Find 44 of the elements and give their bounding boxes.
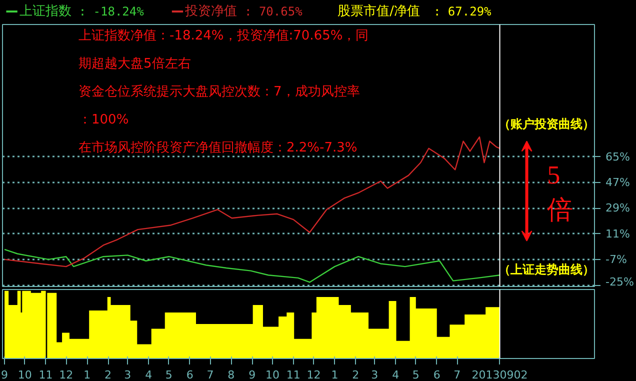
x-tick-label: 7 xyxy=(206,368,214,381)
x-tick-label: 4 xyxy=(145,368,152,381)
legend-label: 上证指数 xyxy=(19,4,72,19)
x-tick-label: 5 xyxy=(412,368,420,381)
x-tick-label: 11 xyxy=(38,368,53,381)
x-tick-label: 9 xyxy=(248,368,256,381)
annotation: （账户投资曲线） xyxy=(498,117,595,132)
x-tick-label: 6 xyxy=(433,368,440,381)
x-tick-label: 3 xyxy=(371,368,378,381)
x-tick-label: 1 xyxy=(84,368,91,381)
x-tick-label: 10 xyxy=(265,368,280,381)
text: : 70.65% xyxy=(244,4,304,18)
legend-label: 投资净值 xyxy=(184,4,237,19)
annotation: 资金仓位系统提示大盘风控次数：7，成功风控率 xyxy=(78,84,360,100)
y-tick-label: -7% xyxy=(606,252,627,266)
x-tick-label: 2 xyxy=(352,368,360,381)
annotation: 期超越大盘5倍左右 xyxy=(78,56,191,72)
x-tick-label: 9 xyxy=(1,368,8,381)
annotation: 上证指数净值：-18.24%，投资净值:70.65%，同 xyxy=(78,28,369,44)
text: : -18.24% xyxy=(78,4,145,18)
x-tick-label: 10 xyxy=(18,368,32,381)
x-tick-label: 12 xyxy=(306,368,321,381)
x-tick-label: 4 xyxy=(392,368,400,381)
y-tick-label: 65% xyxy=(606,150,630,164)
x-tick-label: 8 xyxy=(228,368,235,381)
annotation: （上证走势曲线） xyxy=(498,262,595,276)
x-tick-label: 2 xyxy=(104,368,112,381)
x-tick-label: 5 xyxy=(165,368,172,381)
annotation: ：100% xyxy=(78,112,129,128)
x-tick-label: 20130902 xyxy=(472,368,528,381)
annotation: 在市场风控阶段资产净值回撤幅度：2.2%-7.3% xyxy=(78,140,358,156)
text: 股票市值/净值 xyxy=(338,4,420,19)
x-tick-label: 6 xyxy=(186,368,194,381)
y-tick-label: -25% xyxy=(606,276,634,288)
x-tick-label: 11 xyxy=(286,368,300,381)
y-tick-label: 29% xyxy=(606,202,630,215)
x-tick-label: 12 xyxy=(59,368,74,381)
annotation: 5倍 xyxy=(547,160,574,224)
y-tick-label: 47% xyxy=(606,176,630,190)
x-tick-label: 7 xyxy=(454,368,461,381)
text: : 67.29% xyxy=(433,4,492,18)
x-tick-label: 1 xyxy=(331,368,338,381)
y-tick-label: 11% xyxy=(606,227,630,240)
x-tick-label: 3 xyxy=(124,368,132,381)
